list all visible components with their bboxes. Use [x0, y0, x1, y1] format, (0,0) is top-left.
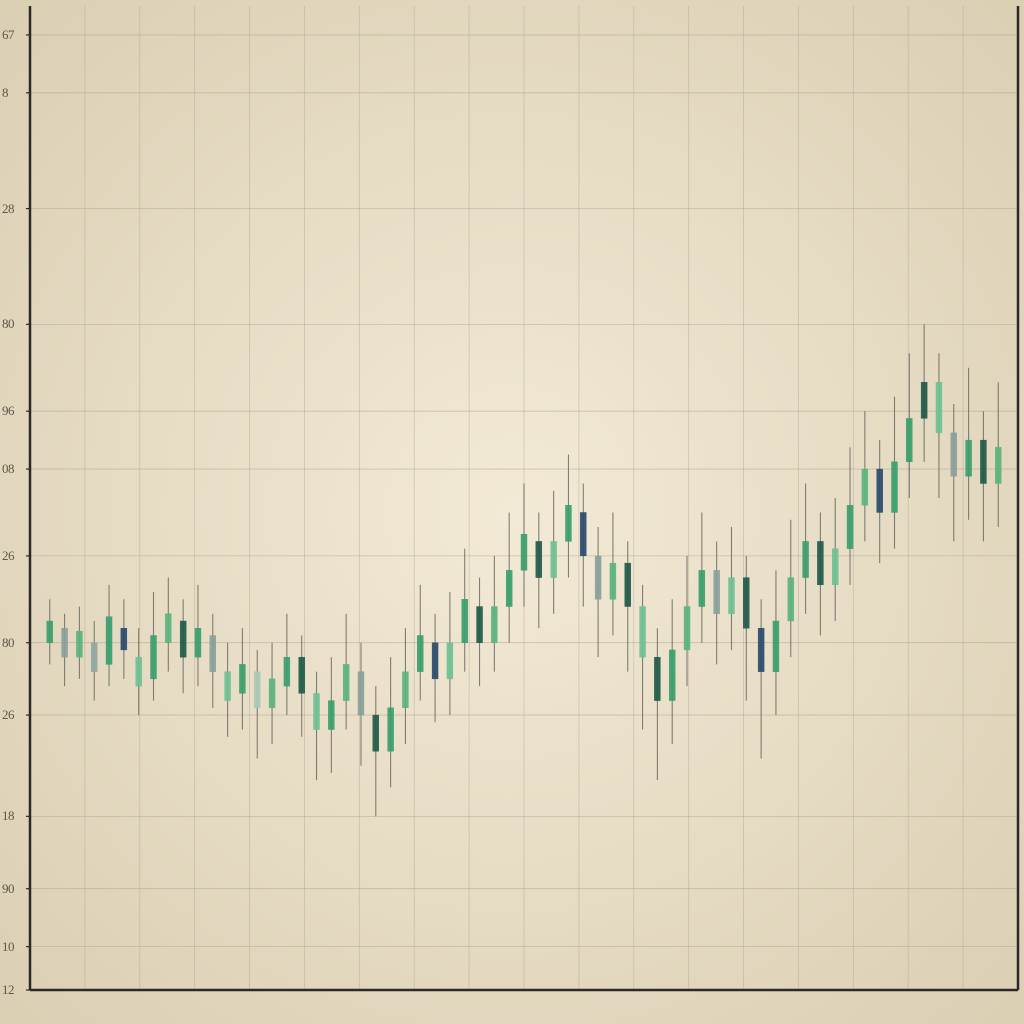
y-tick-label: 08 [2, 461, 14, 477]
chart-canvas [0, 0, 1024, 1024]
y-tick-label: 26 [2, 548, 14, 564]
y-tick-label: 8 [2, 85, 8, 101]
y-tick-label: 10 [2, 939, 14, 955]
y-tick-label: 18 [2, 808, 14, 824]
y-tick-label: 12 [2, 982, 14, 998]
y-tick-label: 28 [2, 201, 14, 217]
y-tick-label: 26 [2, 707, 14, 723]
y-tick-label: 67 [2, 27, 14, 43]
y-tick-label: 96 [2, 403, 14, 419]
y-tick-label: 80 [2, 635, 14, 651]
candlestick-chart: 67 8 28 80 96 08 26 80 26 18 90 10 12 [0, 0, 1024, 1024]
y-tick-label: 90 [2, 881, 14, 897]
y-tick-label: 80 [2, 316, 14, 332]
